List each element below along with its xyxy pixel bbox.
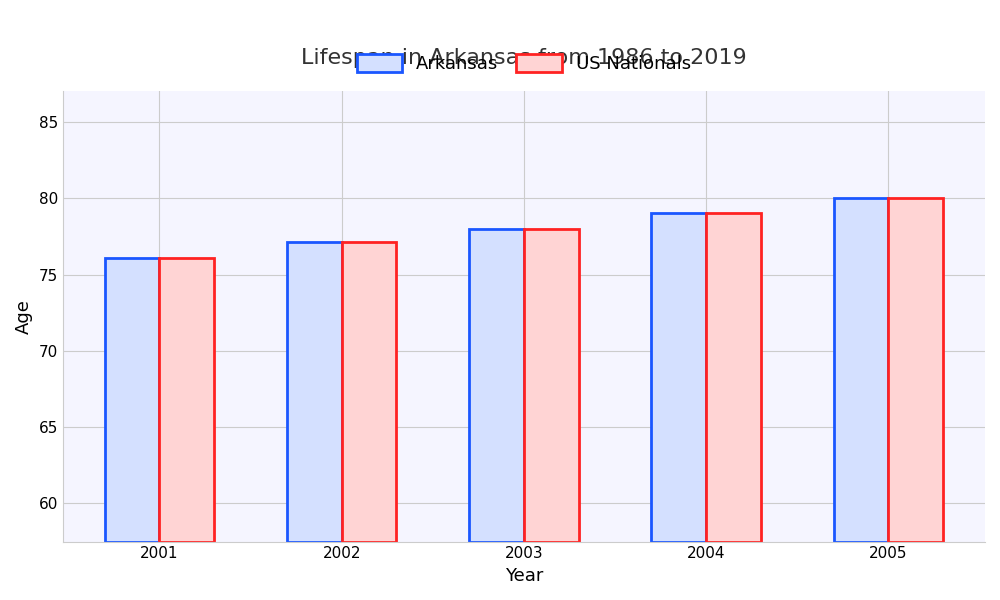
Bar [651,214,706,542]
Bar [469,229,524,542]
Y-axis label: Age: Age [15,299,33,334]
Bar [834,198,888,542]
Bar [159,258,214,542]
Title: Lifespan in Arkansas from 1986 to 2019: Lifespan in Arkansas from 1986 to 2019 [301,47,747,68]
Legend: Arkansas, US Nationals: Arkansas, US Nationals [349,46,698,80]
X-axis label: Year: Year [505,567,543,585]
Bar [888,198,943,542]
Bar [105,258,159,542]
Bar [287,242,342,542]
Bar [524,229,579,542]
Bar [342,242,396,542]
Bar [706,214,761,542]
